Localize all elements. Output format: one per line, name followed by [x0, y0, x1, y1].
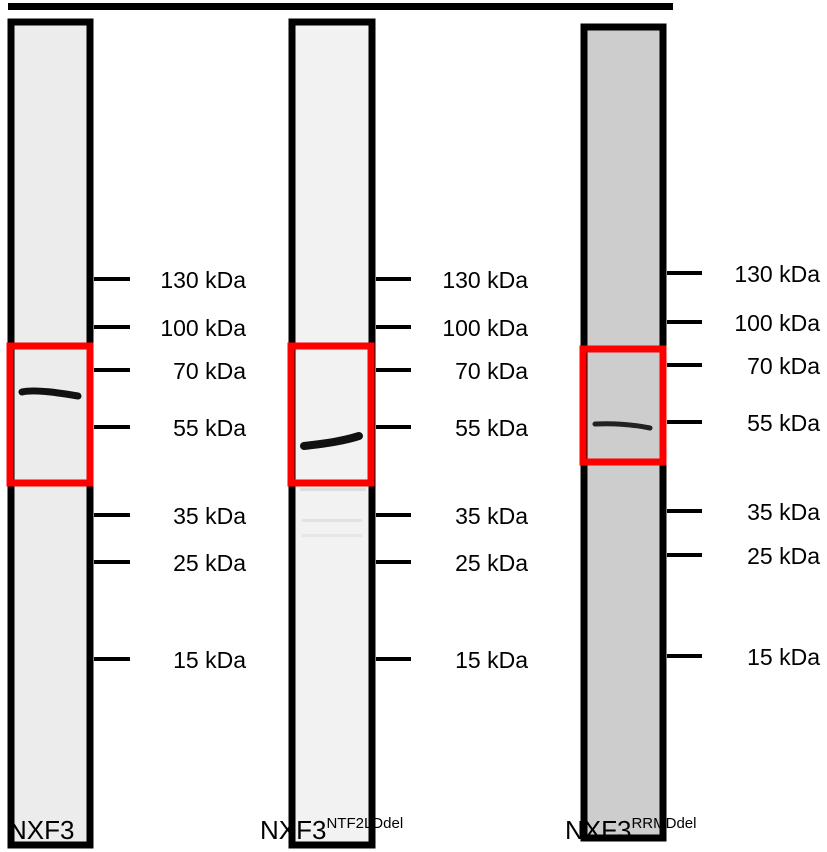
highlight-box — [6, 342, 94, 487]
lane-label-superscript: RRMDdel — [631, 815, 697, 832]
lane-label-name: NXF3 — [8, 815, 75, 845]
marker-label-70: 70 kDa — [455, 358, 528, 384]
marker-label-15: 15 kDa — [747, 644, 820, 670]
lane-label-name: NXF3 — [260, 815, 327, 845]
highlight-box — [579, 345, 667, 466]
mw-ladder: 130 kDa 100 kDa 70 kDa 55 kDa 35 kDa 25 … — [667, 261, 820, 670]
lane-label-name: NXF3 — [565, 815, 632, 845]
lane-nxf3-rrmddel: 130 kDa 100 kDa 70 kDa 55 kDa 35 kDa 25 … — [579, 23, 820, 842]
marker-label-130: 130 kDa — [160, 267, 246, 293]
lane-label-superscript: NTF2LDdel — [326, 815, 404, 832]
lane-label-nxf3: NXF3 — [8, 815, 74, 846]
marker-label-130: 130 kDa — [442, 267, 528, 293]
marker-label-25: 25 kDa — [747, 543, 820, 569]
lane-nxf3: 130 kDa 100 kDa 70 kDa 55 kDa 35 kDa 25 … — [6, 18, 246, 849]
marker-label-15: 15 kDa — [173, 647, 246, 673]
mw-ladder: 130 kDa 100 kDa 70 kDa 55 kDa 35 kDa 25 … — [376, 267, 528, 673]
lane-strip — [580, 23, 667, 842]
marker-label-70: 70 kDa — [173, 358, 246, 384]
marker-label-100: 100 kDa — [734, 310, 820, 336]
marker-label-55: 55 kDa — [173, 415, 246, 441]
marker-label-100: 100 kDa — [160, 315, 246, 341]
lane-label-nxf3-rrmddel: NXF3RRMDdel — [565, 815, 696, 846]
marker-label-100: 100 kDa — [442, 315, 528, 341]
marker-label-25: 25 kDa — [455, 550, 528, 576]
marker-label-55: 55 kDa — [455, 415, 528, 441]
lane-nxf3-ntf2lddel: 130 kDa 100 kDa 70 kDa 55 kDa 35 kDa 25 … — [287, 18, 528, 849]
protein-band — [592, 421, 653, 431]
faint-band — [302, 519, 362, 522]
faint-band — [302, 534, 362, 537]
marker-label-130: 130 kDa — [734, 261, 820, 287]
lane-label-nxf3-ntf2lddel: NXF3NTF2LDdel — [260, 815, 403, 846]
faint-band — [300, 488, 366, 491]
top-bar — [8, 3, 673, 10]
marker-label-35: 35 kDa — [173, 503, 246, 529]
marker-label-15: 15 kDa — [455, 647, 528, 673]
mw-ladder: 130 kDa 100 kDa 70 kDa 55 kDa 35 kDa 25 … — [94, 267, 246, 673]
lane-strip — [7, 18, 94, 849]
highlight-box — [287, 342, 375, 487]
marker-label-35: 35 kDa — [455, 503, 528, 529]
protein-band — [300, 432, 363, 450]
marker-label-35: 35 kDa — [747, 499, 820, 525]
marker-label-25: 25 kDa — [173, 550, 246, 576]
marker-label-70: 70 kDa — [747, 353, 820, 379]
protein-band — [18, 387, 82, 400]
marker-label-55: 55 kDa — [747, 410, 820, 436]
